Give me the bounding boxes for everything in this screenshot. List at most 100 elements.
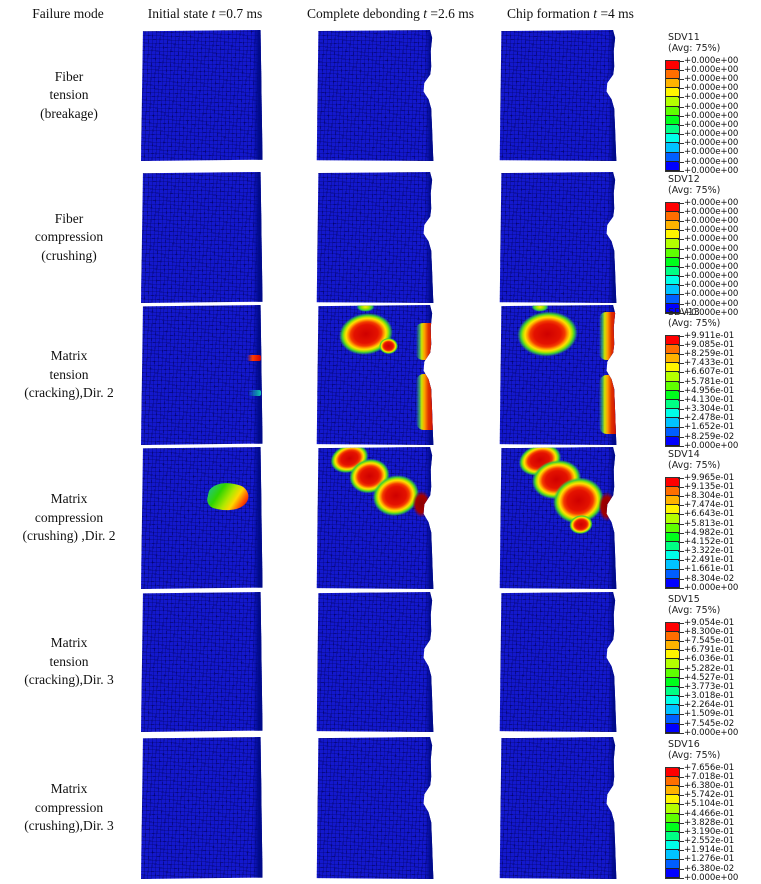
legend-tick-row: +0.000e+00	[678, 253, 760, 263]
legend-tick-row: +3.190e-01	[678, 827, 760, 837]
legend-tick-row: +0.000e+00	[678, 157, 760, 167]
tick-value: +0.000e+00	[684, 298, 739, 309]
tick-value: +0.000e+00	[684, 215, 739, 226]
fem-contour-plot-r3-c3	[499, 305, 617, 445]
legend-body: +7.656e-01 +7.018e-01 +6.380e-01 +5.742e-01…	[665, 763, 760, 883]
legend-tick-row: +0.000e+00	[678, 83, 760, 93]
tick-mark	[678, 767, 684, 769]
tick-value: +1.276e-01	[684, 854, 735, 865]
legend-tick-row: +3.304e-01	[678, 404, 760, 414]
tick-value: +1.661e-01	[684, 564, 735, 575]
legend-tick-row: +0.000e+00	[678, 65, 760, 75]
mesh-grid	[499, 172, 617, 303]
legend-tick-row: +9.965e-01	[678, 473, 760, 483]
row-label-1: Fiber tension (breakage)	[0, 30, 138, 161]
tick-mark	[678, 97, 684, 99]
header-text: Complete debonding	[307, 6, 424, 21]
tick-mark	[678, 88, 684, 90]
tick-value: +0.000e+00	[684, 55, 739, 66]
legend-color-band	[666, 813, 679, 823]
tick-value: +0.000e+00	[684, 206, 739, 217]
damage-region-cluster	[512, 306, 584, 363]
legend-color-band	[666, 622, 679, 632]
tick-mark	[678, 239, 684, 241]
damage-region-edge-strip	[598, 312, 617, 360]
legend-tick-row: +9.911e-01	[678, 331, 760, 341]
legend-tick-row: +4.466e-01	[678, 808, 760, 819]
fem-contour-plot-r4-c2	[316, 447, 434, 589]
legend-body: +9.965e-01 +9.135e-01 +8.304e-01 +7.474e-01…	[665, 473, 760, 593]
row-label-2: Fiber compression (crushing)	[0, 172, 138, 303]
edge-shade	[425, 172, 434, 303]
legend-tick-row: +9.054e-01	[678, 618, 760, 628]
tick-mark	[678, 877, 684, 879]
legend-color-band	[666, 841, 679, 851]
edge-shade	[425, 30, 434, 161]
legend-tick-row: +0.000e+00	[678, 271, 760, 281]
row-label-line: (crushing),Dir. 3	[24, 818, 114, 834]
legend-tick-row: +7.545e-02	[678, 719, 760, 729]
edge-shade	[253, 592, 263, 732]
legend-color-band	[666, 211, 679, 221]
fem-contour-plot-r3-c2	[316, 305, 434, 445]
tick-value: +0.000e+00	[684, 243, 739, 254]
legend-tick-row: +7.018e-01	[678, 772, 760, 782]
legend-sdv14: SDV14 (Avg: 75%) +9.965e-01 +9.135e-01 +8.30…	[664, 449, 760, 593]
row-label-line: Matrix	[50, 781, 88, 797]
legend-tick-row: +3.773e-01	[678, 682, 760, 692]
legend-color-band	[666, 294, 679, 304]
tick-value: +0.000e+00	[684, 165, 739, 176]
tick-value: +0.000e+00	[684, 727, 739, 738]
legend-tick-row: +4.130e-01	[678, 394, 760, 405]
tick-mark	[678, 587, 684, 589]
legend-color-band	[666, 859, 679, 869]
tick-mark	[678, 714, 684, 716]
legend-tick-row: +1.652e-01	[678, 422, 760, 432]
header-text: Initial state	[147, 6, 212, 21]
legend-color-band	[666, 161, 679, 172]
header-text: Chip formation	[507, 6, 594, 21]
tick-value: +8.304e-01	[684, 490, 735, 501]
row-label-line: (crushing) ,Dir. 2	[22, 528, 116, 544]
legend-color-band	[666, 60, 679, 70]
legend-title: SDV13	[668, 307, 700, 318]
legend-tick-row: +7.545e-01	[678, 636, 760, 646]
tick-value: +6.380e-01	[684, 780, 735, 791]
legend-tick-row: +6.643e-01	[678, 509, 760, 519]
legend-color-band	[666, 696, 679, 706]
legend-tick-row: +0.000e+00	[678, 120, 760, 130]
tick-mark	[678, 445, 684, 447]
tick-value: +2.552e-01	[684, 836, 735, 847]
mesh-grid	[499, 737, 617, 879]
legend-color-band	[666, 578, 679, 589]
header-text: =4 ms	[597, 6, 634, 21]
legend-color-band	[666, 143, 679, 153]
tick-value: +4.130e-01	[684, 394, 735, 405]
legend-tick-row: +0.000e+00	[678, 280, 760, 290]
legend-tick-row: +9.085e-01	[678, 340, 760, 350]
tick-mark	[678, 804, 684, 806]
fem-contour-plot-r1-c2	[316, 30, 434, 161]
fem-contour-plot-r2-c2	[316, 172, 434, 303]
tick-mark	[678, 532, 684, 534]
fem-contour-plot-r6-c2	[316, 737, 434, 879]
legend-tick-row: +0.000e+00	[678, 138, 760, 148]
mesh-grid	[141, 447, 263, 589]
tick-mark	[678, 859, 684, 861]
mesh-grid	[141, 592, 263, 732]
legend-color-band	[666, 363, 679, 373]
legend-tick-row: +4.152e-01	[678, 537, 760, 547]
tick-mark	[678, 78, 684, 80]
legend-colorbar	[665, 59, 680, 172]
tick-mark	[678, 106, 684, 108]
tick-mark	[678, 390, 684, 392]
tick-value: +4.466e-01	[684, 808, 735, 819]
legend-tick-row: +2.264e-01	[678, 700, 760, 710]
legend-color-band	[666, 79, 679, 89]
legend-tick-row: +6.380e-02	[678, 864, 760, 874]
legend-body: +0.000e+00 +0.000e+00 +0.000e+00 +0.000e+00…	[665, 55, 760, 176]
mesh-grid	[316, 30, 434, 161]
row-label-text: Fiber tension (breakage)	[40, 68, 98, 124]
column-header-complete-debonding: Complete debonding t =2.6 ms	[293, 6, 488, 22]
tick-mark	[678, 785, 684, 787]
